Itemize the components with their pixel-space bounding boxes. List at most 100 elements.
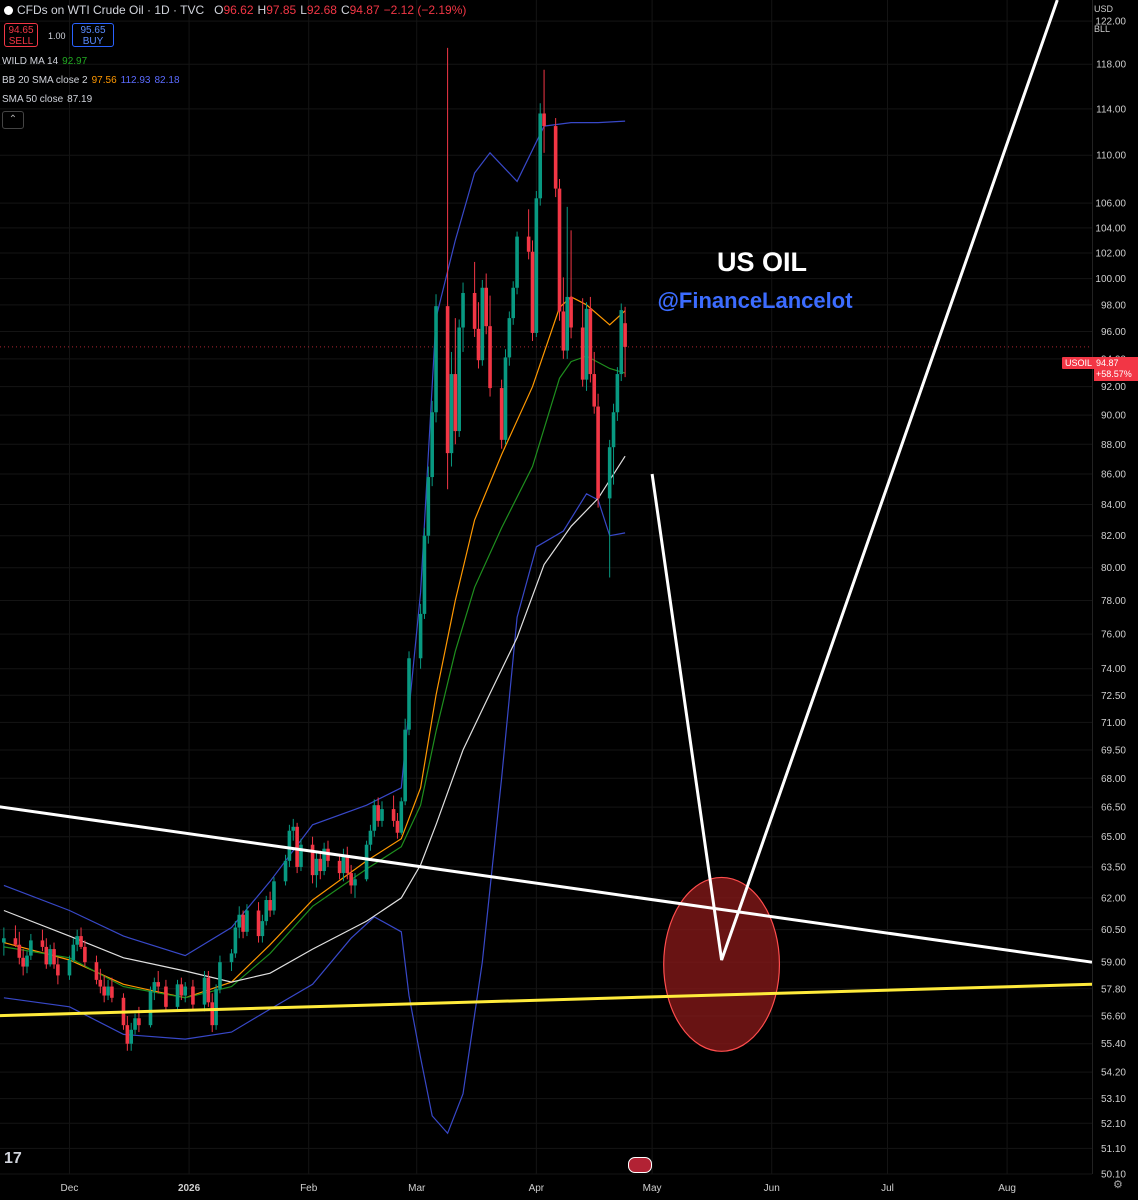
candle-body [422, 535, 427, 614]
candle-body [399, 801, 404, 833]
symbol-title[interactable]: CFDs on WTI Crude Oil · 1D · TVC O96.62 H9… [4, 3, 470, 17]
y-tick-label: 104.00 [1095, 223, 1126, 234]
candle-body [472, 292, 477, 329]
candle-body [538, 113, 543, 199]
candle-body [619, 310, 624, 375]
candle-body [503, 357, 508, 440]
candle-body [218, 962, 222, 989]
y-tick-label: 86.00 [1101, 470, 1126, 481]
currency-label[interactable]: USD [1094, 4, 1114, 14]
candle-body [264, 900, 269, 922]
candle-body [295, 826, 299, 867]
grid [0, 0, 1092, 1175]
candle-body [40, 940, 45, 947]
candle-body [461, 292, 465, 328]
x-tick-label: May [643, 1183, 662, 1194]
y-tick-label: 69.50 [1101, 745, 1126, 756]
candle-body [17, 944, 22, 958]
sell-button[interactable]: 94.65 SELL [4, 23, 38, 47]
candle-body [260, 921, 265, 937]
candle-body [106, 986, 110, 996]
price-scale[interactable] [1092, 0, 1138, 1174]
candle-body [515, 236, 519, 288]
candle-body [79, 936, 83, 947]
collapse-indicators-button[interactable]: ⌃ [2, 111, 24, 129]
settings-icon[interactable]: ⚙ [1113, 1179, 1123, 1191]
y-tick-label: 82.00 [1101, 531, 1126, 542]
candle-body [21, 957, 25, 967]
candle-body [52, 949, 56, 965]
tradingview-logo-icon[interactable]: 17 [4, 1150, 22, 1167]
candle-body [183, 986, 188, 996]
candle-body [94, 962, 99, 980]
annotation-handle: @FinanceLancelot [657, 288, 853, 313]
candle-body [75, 936, 79, 945]
y-tick-label: 68.00 [1101, 774, 1126, 785]
drawings[interactable] [0, 0, 1093, 1052]
symbol-price-tag: USOIL [1062, 357, 1096, 369]
unit-label[interactable]: BLL [1094, 24, 1111, 34]
y-tick-label: 74.00 [1101, 664, 1126, 675]
candle-body [488, 326, 492, 389]
candle-body [584, 308, 589, 380]
target-zone-circle [663, 876, 781, 1052]
buy-button[interactable]: 95.65 BUY [72, 23, 114, 47]
y-tick-label: 98.00 [1101, 300, 1126, 311]
candle-body [553, 126, 558, 189]
candle-body [229, 953, 234, 963]
event-flag-icon[interactable] [628, 1157, 652, 1173]
candle-body [615, 374, 620, 413]
candle-body [25, 955, 29, 967]
candle-body [542, 113, 546, 127]
candle-body [368, 830, 373, 845]
y-tick-label: 102.00 [1095, 249, 1126, 260]
indicator-sma50[interactable]: SMA 50 close 87.19 [2, 94, 93, 105]
candle-body [110, 986, 114, 998]
candle-body [476, 328, 481, 361]
y-tick-label: 52.10 [1101, 1119, 1126, 1130]
y-tick-label: 106.00 [1095, 199, 1126, 210]
candle-body [156, 982, 161, 987]
y-tick-label: 100.00 [1095, 274, 1126, 285]
time-axis[interactable]: Dec 2026 Feb Mar Apr May Jun Jul Aug [61, 1183, 1016, 1194]
y-tick-label: 71.00 [1101, 718, 1126, 729]
y-tick-label: 88.00 [1101, 440, 1126, 451]
x-tick-label: Feb [300, 1183, 318, 1194]
overlay-bb-lower [3, 493, 626, 1135]
candle-body [480, 287, 485, 361]
y-tick-label: 62.00 [1101, 893, 1126, 904]
chart-header: CFDs on WTI Crude Oil · 1D · TVC O96.62 H9… [0, 0, 1092, 140]
candle-body [449, 374, 454, 454]
candle-body [152, 982, 157, 992]
candle-body [380, 809, 384, 821]
candle-body [592, 374, 597, 407]
candle-body [299, 844, 303, 867]
candle-body [337, 860, 342, 874]
candle-body [445, 306, 450, 454]
candle-body [291, 826, 296, 831]
y-tick-label: 51.10 [1101, 1144, 1126, 1155]
x-tick-label: Aug [998, 1183, 1016, 1194]
candle-body [268, 900, 272, 911]
candle-body [569, 296, 573, 328]
y-tick-label: 96.00 [1101, 327, 1126, 338]
x-tick-label: Mar [408, 1183, 426, 1194]
candle-body [314, 858, 319, 876]
indicator-wild-ma[interactable]: WILD MA 14 92.97 [2, 56, 88, 67]
indicator-bb[interactable]: BB 20 SMA close 2 97.56 112.93 82.18 [2, 75, 180, 86]
y-tick-label: 122.00 [1095, 17, 1126, 28]
y-tick-label: 76.00 [1101, 630, 1126, 641]
overlay-sma-50 [3, 455, 626, 983]
candle-body [511, 287, 516, 319]
candle-body [453, 374, 458, 432]
candle-body [580, 327, 585, 380]
candle-body [202, 977, 207, 1005]
candle-body [98, 979, 103, 987]
candle-body [214, 988, 218, 1026]
candle-body [206, 977, 211, 1003]
candle-body [484, 287, 488, 327]
candle-body [364, 844, 369, 880]
candle-body [29, 940, 33, 956]
y-tick-label: 55.40 [1101, 1039, 1126, 1050]
